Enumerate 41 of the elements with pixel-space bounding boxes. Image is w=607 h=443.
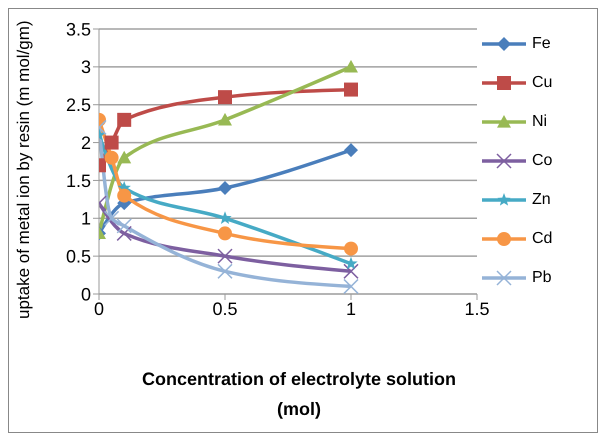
point <box>117 150 132 164</box>
y-tick-label: 0 <box>80 284 91 304</box>
point <box>117 112 132 127</box>
y-tick-label: 1 <box>80 208 91 229</box>
point <box>218 112 232 126</box>
y-tick-label: 1.5 <box>66 170 91 191</box>
point <box>104 150 119 165</box>
point <box>218 181 232 195</box>
y-tick-label: 3.5 <box>66 19 91 40</box>
point <box>343 278 359 294</box>
point <box>344 60 358 72</box>
legend-label: Cd <box>532 230 552 248</box>
point <box>344 143 358 158</box>
legend-label: Fe <box>532 35 551 53</box>
legend-label: Ni <box>532 113 548 131</box>
point <box>217 264 233 280</box>
point <box>217 248 233 264</box>
x-tick-label: 0.5 <box>212 298 238 319</box>
point <box>344 82 358 97</box>
point <box>104 210 120 226</box>
legend-label: Zn <box>532 191 551 209</box>
point <box>218 90 232 104</box>
y-axis-title: uptake of metal ion by resin (m mol/gm) <box>14 20 34 319</box>
y-tick-label: 3 <box>80 57 91 78</box>
point <box>104 136 119 150</box>
x-axis-title: Concentration of electrolyte solution (mol) <box>140 368 458 421</box>
x-tick-label: 1 <box>346 298 356 319</box>
y-tick-label: 0.5 <box>66 246 91 267</box>
legend-label: Pb <box>532 269 552 287</box>
x-tick-label: 1.5 <box>464 298 490 319</box>
point <box>116 218 132 234</box>
point <box>218 226 232 240</box>
y-tick-label: 2.5 <box>66 95 91 116</box>
legend-label: Cu <box>532 74 552 92</box>
legend-label: Co <box>532 152 552 170</box>
x-tick-label: 0 <box>94 298 104 319</box>
y-tick-label: 2 <box>80 132 91 153</box>
point <box>344 242 358 256</box>
point <box>343 264 359 280</box>
point <box>117 188 132 203</box>
point <box>116 226 132 242</box>
